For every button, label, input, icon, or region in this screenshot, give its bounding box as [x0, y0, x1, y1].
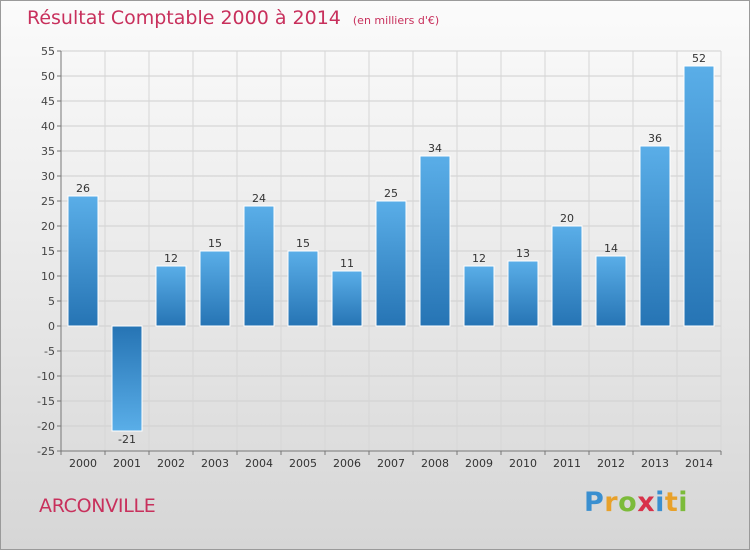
x-tick-label: 2006: [333, 457, 361, 470]
data-label-2010: 13: [516, 247, 530, 260]
y-tick-label: 0: [48, 320, 55, 333]
x-tick-label: 2003: [201, 457, 229, 470]
x-tick-label: 2000: [69, 457, 97, 470]
data-label-2008: 34: [428, 142, 442, 155]
y-tick-label: 55: [41, 45, 55, 58]
y-tick-label: 20: [41, 220, 55, 233]
data-label-2006: 11: [340, 257, 354, 270]
bar-2004: [243, 205, 275, 327]
y-tick-label: 35: [41, 145, 55, 158]
x-tick-label: 2004: [245, 457, 273, 470]
x-tick-label: 2009: [465, 457, 493, 470]
x-tick-label: 2012: [597, 457, 625, 470]
y-tick-label: 25: [41, 195, 55, 208]
bar-2007: [375, 200, 407, 327]
data-label-2014: 52: [692, 52, 706, 65]
bar-2001: [111, 325, 143, 432]
y-tick-label: 10: [41, 270, 55, 283]
y-tick-label: -25: [37, 445, 55, 458]
data-label-2009: 12: [472, 252, 486, 265]
town-name: ARCONVILLE: [39, 495, 156, 517]
bar-2006: [331, 270, 363, 327]
y-tick-label: 40: [41, 120, 55, 133]
bars: [67, 65, 715, 432]
bar-2009: [463, 265, 495, 327]
x-tick-label: 2001: [113, 457, 141, 470]
bar-2005: [287, 250, 319, 327]
data-label-2011: 20: [560, 212, 574, 225]
data-label-2013: 36: [648, 132, 662, 145]
bar-2011: [551, 225, 583, 327]
chart-unit: (en milliers d'€): [352, 14, 440, 27]
y-tick-label: -15: [37, 395, 55, 408]
y-tick-label: -5: [44, 345, 55, 358]
bar-2013: [639, 145, 671, 327]
bar-2008: [419, 155, 451, 327]
x-tick-label: 2010: [509, 457, 537, 470]
bar-2014: [683, 65, 715, 327]
x-tick-label: 2002: [157, 457, 185, 470]
chart-title: Résultat Comptable 2000 à 2014 (en millie…: [27, 7, 439, 29]
bar-2003: [199, 250, 231, 327]
bar-2002: [155, 265, 187, 327]
y-tick-label: 5: [48, 295, 55, 308]
chart-title-text: Résultat Comptable 2000 à 2014: [27, 7, 341, 29]
bar-2000: [67, 195, 99, 327]
bar-2012: [595, 255, 627, 327]
axes: -25 -20 -15 -10 -5 0 5 10 15 20 25 30 35 40 45 50 55 2000…: [37, 45, 722, 470]
x-tick-label: 2013: [641, 457, 669, 470]
data-label-2012: 14: [604, 242, 618, 255]
x-tick-label: 2007: [377, 457, 405, 470]
x-tick-label: 2008: [421, 457, 449, 470]
proxiti-logo: Proxiti: [584, 487, 689, 518]
data-label-2007: 25: [384, 187, 398, 200]
data-labels: 26 -21 12 15 24 15 11 25 34 12 13 20 14 36 52: [76, 52, 706, 446]
bar-2010: [507, 260, 539, 327]
y-tick-label: -10: [37, 370, 55, 383]
y-tick-label: 45: [41, 95, 55, 108]
x-tick-label: 2011: [553, 457, 581, 470]
data-label-2003: 15: [208, 237, 222, 250]
data-label-2000: 26: [76, 182, 90, 195]
y-tick-label: 50: [41, 70, 55, 83]
y-tick-label: 30: [41, 170, 55, 183]
data-label-2002: 12: [164, 252, 178, 265]
y-tick-label: 15: [41, 245, 55, 258]
data-label-2005: 15: [296, 237, 310, 250]
x-tick-label: 2014: [685, 457, 713, 470]
y-tick-label: -20: [37, 420, 55, 433]
data-label-2001: -21: [118, 433, 136, 446]
x-tick-label: 2005: [289, 457, 317, 470]
data-label-2004: 24: [252, 192, 266, 205]
